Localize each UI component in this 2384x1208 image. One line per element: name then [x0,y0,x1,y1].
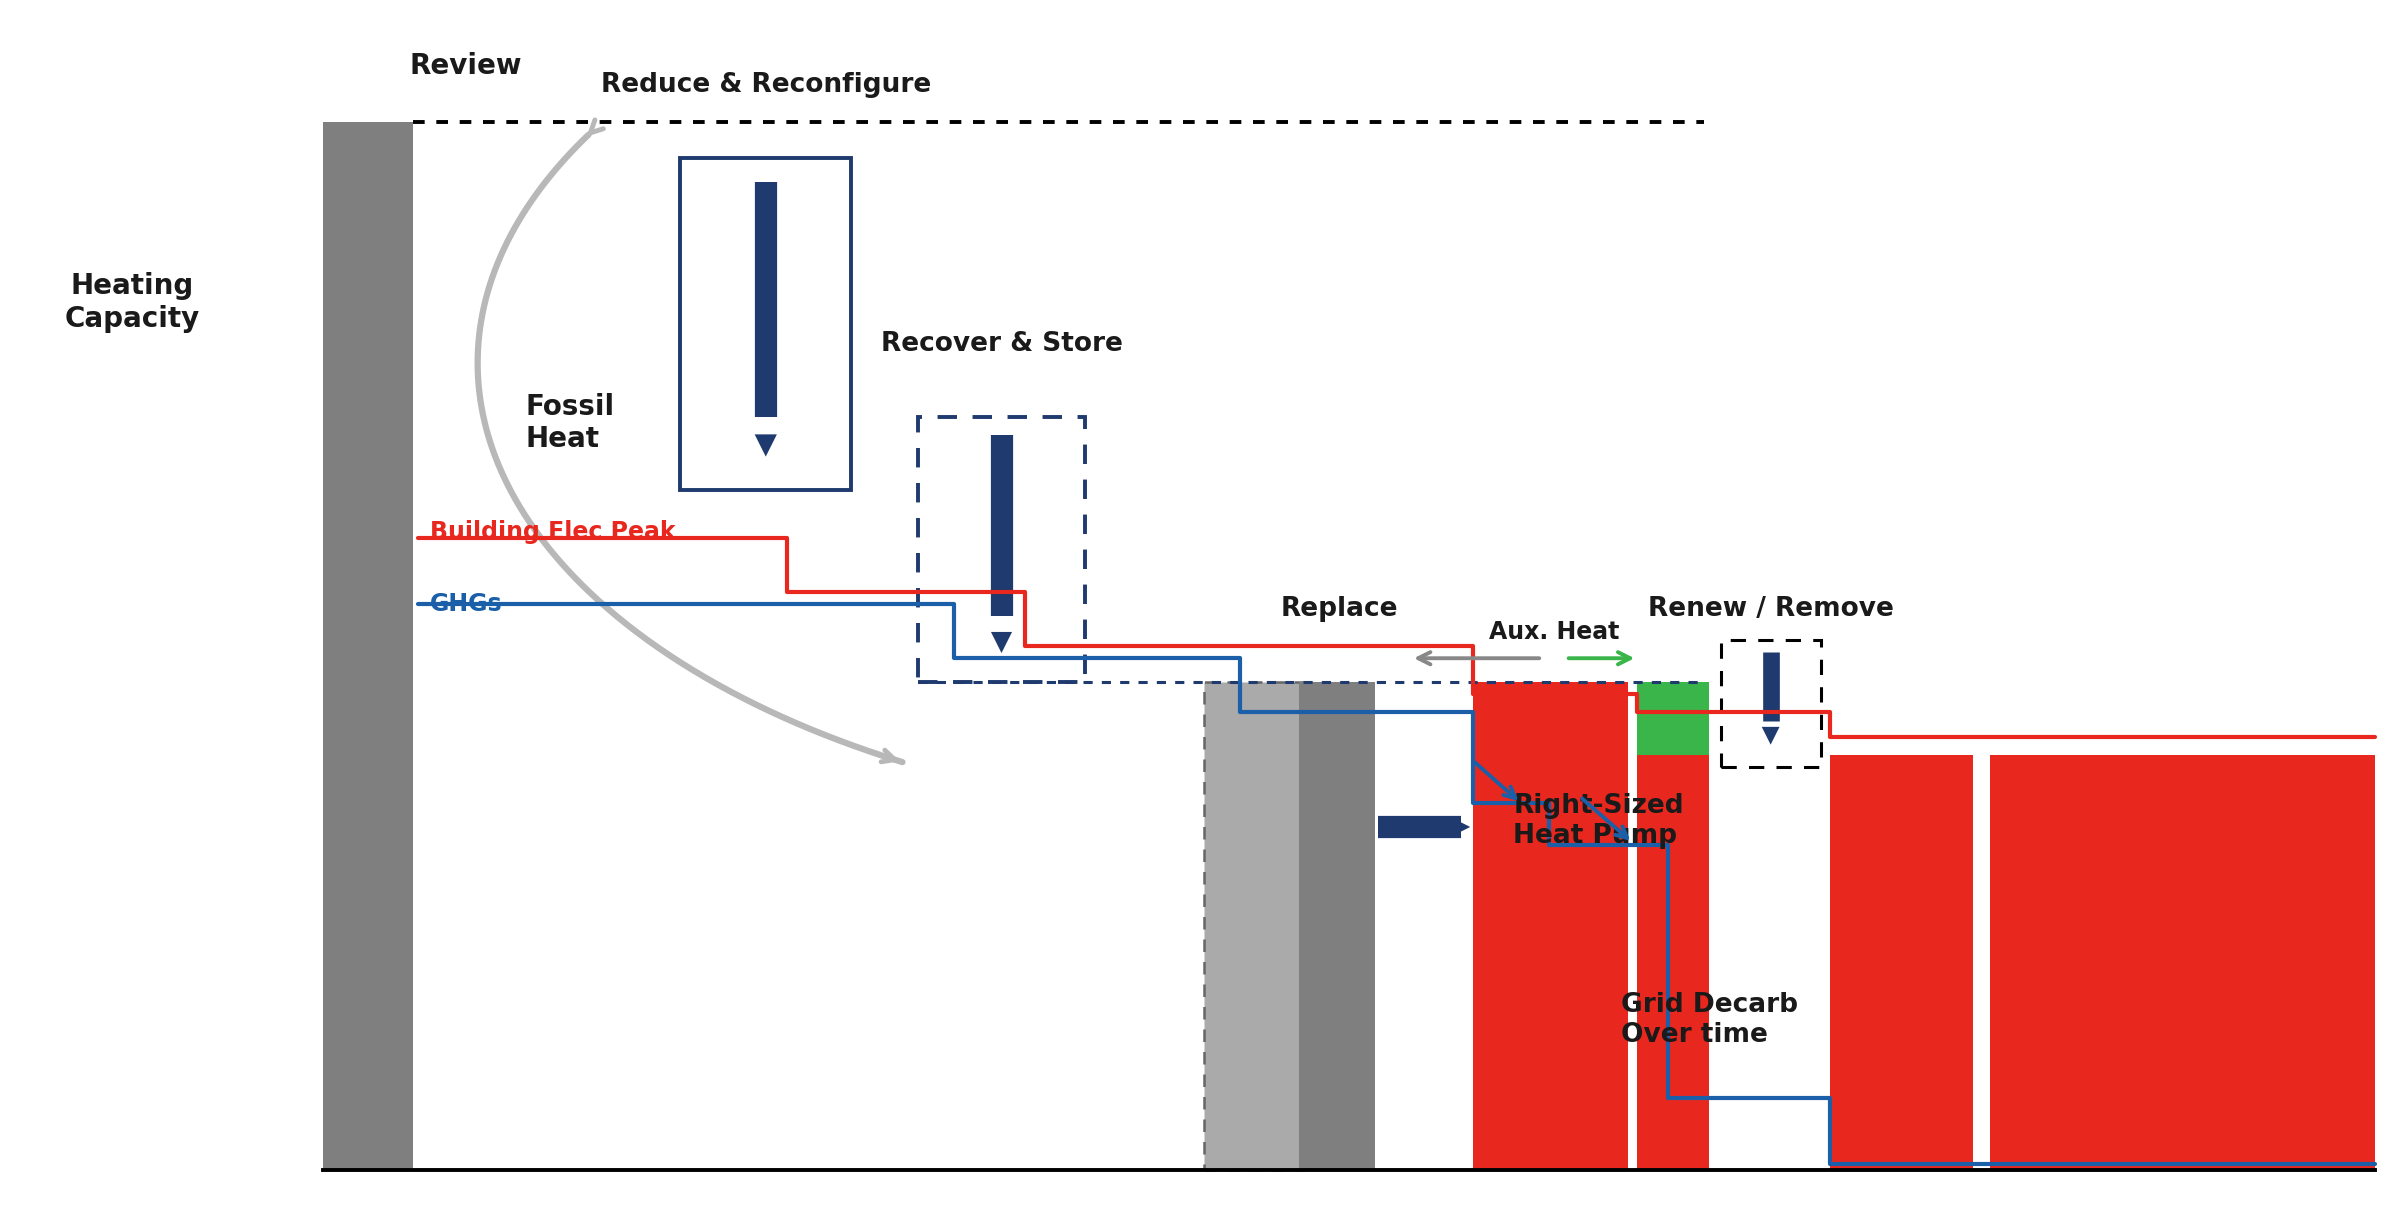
Text: Aux. Heat: Aux. Heat [1488,620,1619,644]
Text: Replace: Replace [1280,596,1399,622]
Text: Building Elec Peak: Building Elec Peak [429,519,675,544]
Bar [1473,683,1628,1171]
Text: GHGs: GHGs [429,592,503,616]
Bar [1638,755,1709,1171]
Bar [1299,683,1376,1171]
Bar [1638,683,1709,755]
Bar [1204,683,1304,1171]
Bar [1721,640,1821,767]
Bar [918,417,1085,683]
Text: Recover & Store: Recover & Store [880,331,1123,356]
Bar [1991,755,2374,1171]
Text: Reduce & Reconfigure: Reduce & Reconfigure [601,71,930,98]
Bar [1831,755,1974,1171]
Text: Fossil
Heat: Fossil Heat [524,393,615,453]
Text: Right-Sized
Heat Pump: Right-Sized Heat Pump [1514,792,1683,849]
Text: Grid Decarb
Over time: Grid Decarb Over time [1621,992,1798,1047]
Bar [322,122,412,1171]
Text: Renew / Remove: Renew / Remove [1647,596,1893,622]
Text: Review: Review [410,52,522,80]
Text: Heating
Capacity: Heating Capacity [64,273,200,333]
Bar [679,158,851,489]
